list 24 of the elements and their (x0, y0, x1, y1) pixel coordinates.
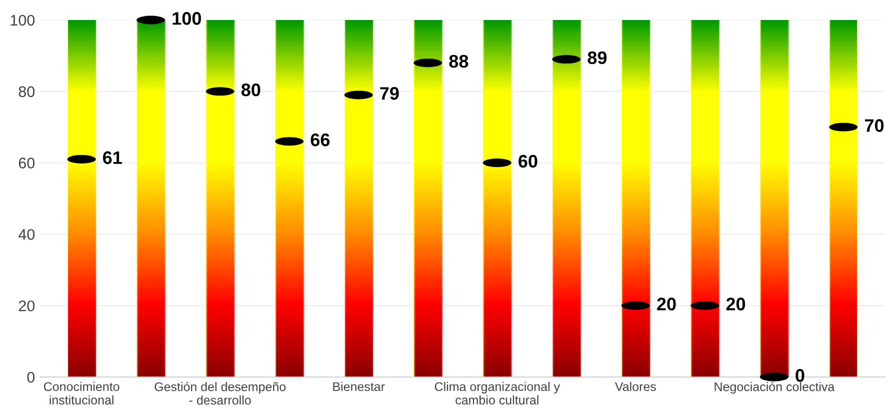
data-label: 70 (864, 119, 884, 132)
y-tick-label: 100 (10, 14, 35, 26)
x-tick-label: Clima organizacional y cambio cultural (434, 382, 560, 405)
data-label: 88 (449, 54, 468, 68)
y-tick-label: 60 (18, 158, 35, 168)
data-label: 0 (796, 369, 804, 382)
data-label: 20 (657, 298, 676, 310)
x-tick-label: Conocimiento institucional (44, 382, 120, 405)
x-tick-label: Bienestar (333, 382, 385, 392)
data-label: 61 (102, 151, 122, 164)
data-label: 20 (726, 298, 746, 310)
y-tick-label: 40 (18, 229, 35, 240)
data-label: 79 (380, 87, 399, 100)
y-tick-label: 20 (18, 300, 35, 312)
data-label: 89 (588, 51, 607, 64)
x-tick-label: Gestión del desempeño - desarrollo (154, 382, 286, 405)
data-label: 100 (172, 12, 201, 25)
data-label: 66 (310, 133, 330, 146)
data-label: 60 (518, 154, 538, 168)
x-tick-label: Valores (614, 382, 656, 392)
y-tick-label: 0 (27, 372, 35, 383)
data-label: 80 (241, 83, 260, 96)
y-tick-label: 80 (18, 86, 35, 98)
x-tick-label: Negociación colectiva (714, 382, 835, 394)
